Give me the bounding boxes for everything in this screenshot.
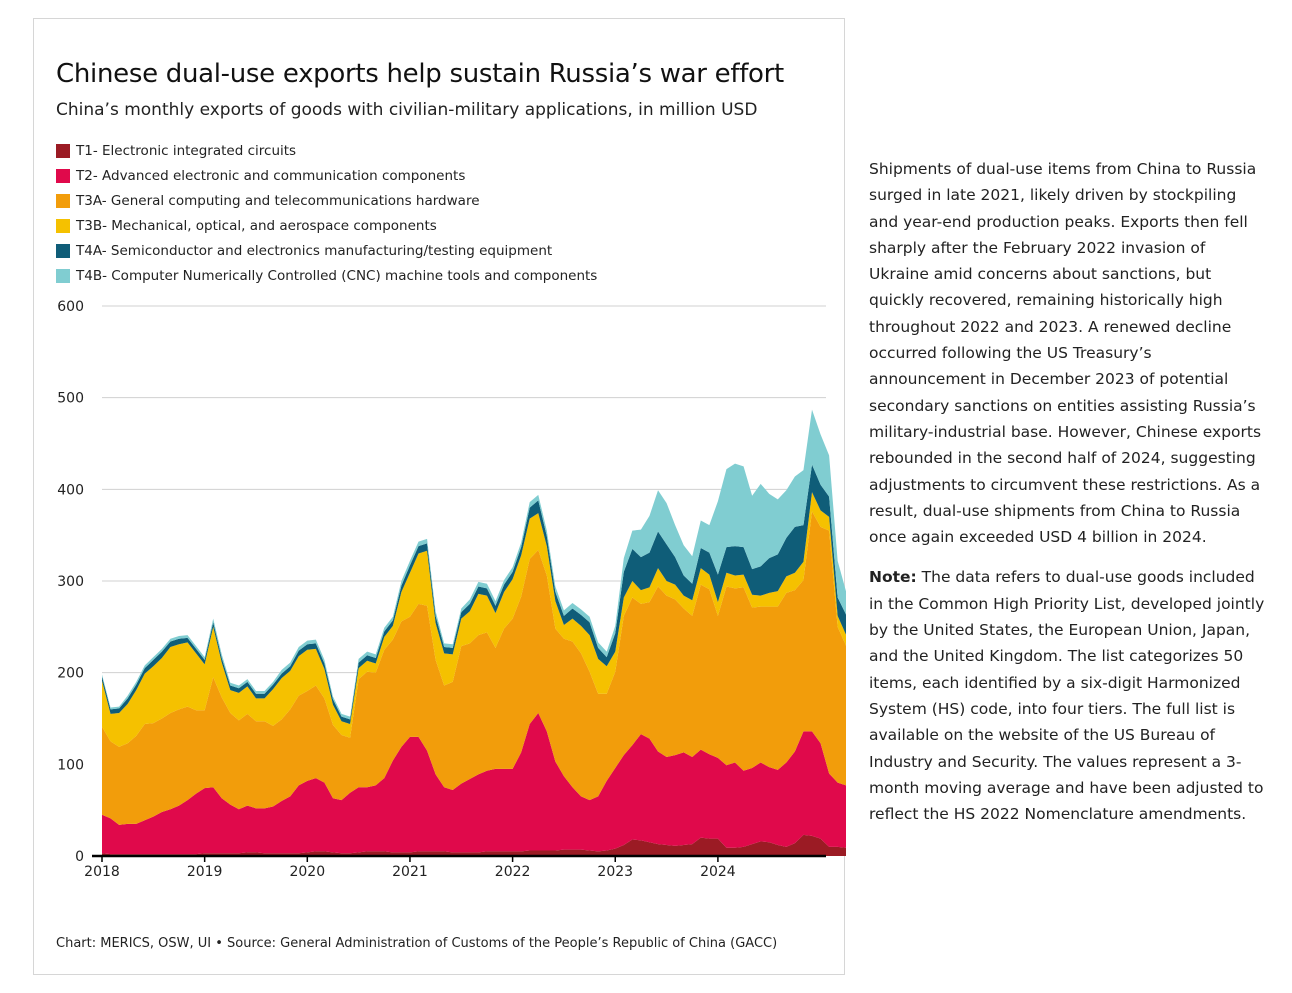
legend-item: T1- Electronic integrated circuits [56,138,597,163]
legend-swatch [56,268,70,283]
y-tick-label: 200 [57,666,84,682]
legend-label: T2- Advanced electronic and communicatio… [76,167,466,184]
legend-swatch [56,143,70,158]
x-tick-label: 2024 [700,864,736,880]
x-tick-label: 2018 [84,864,120,880]
series-area-1 [102,834,846,856]
chart-subtitle: China’s monthly exports of goods with ci… [56,100,758,120]
legend-item: T3A- General computing and telecommunica… [56,188,597,213]
legend-swatch [56,193,70,208]
x-tick-label: 2023 [597,864,633,880]
y-tick-label: 600 [57,299,84,315]
note-text: The data refers to dual-use goods includ… [869,568,1265,824]
chart-card: Chinese dual-use exports help sustain Ru… [33,18,846,975]
legend-item: T3B- Mechanical, optical, and aerospace … [56,213,597,238]
legend-swatch [56,168,70,183]
y-tick-label: 400 [57,482,84,498]
legend-swatch [56,243,70,258]
legend-label: T3B- Mechanical, optical, and aerospace … [76,217,437,234]
legend-label: T4B- Computer Numerically Controlled (CN… [76,267,598,284]
series-area-4 [102,492,846,747]
x-tick-label: 2020 [289,864,325,880]
legend-swatch [56,218,70,233]
legend-item: T4A- Semiconductor and electronics manuf… [56,238,597,263]
legend-label: T3A- General computing and telecommunica… [76,192,480,209]
note-label: Note: [869,568,917,587]
y-tick-label: 0 [75,849,84,865]
series-area-2 [102,713,846,855]
stacked-area-chart: 0 100 200 300 400 500 600 2018 2019 2020 2021 2022 2… [57,299,846,880]
side-note: Note: The data refers to dual-use goods … [869,564,1269,827]
x-tick-label: 2019 [187,864,223,880]
chart-legend: T1- Electronic integrated circuits T2- Ad… [56,138,597,288]
x-tick-label: 2022 [495,864,531,880]
chart-source: Chart: MERICS, OSW, UI • Source: General… [56,936,778,951]
side-paragraph: Shipments of dual-use items from China t… [869,160,1262,547]
series-area-3 [102,511,846,825]
x-tick-label: 2021 [392,864,428,880]
y-tick-label: 500 [57,391,84,407]
y-tick-label: 300 [57,574,84,590]
legend-label: T1- Electronic integrated circuits [76,142,297,159]
side-text: Shipments of dual-use items from China t… [869,156,1269,841]
legend-label: T4A- Semiconductor and electronics manuf… [76,242,553,259]
chart-title: Chinese dual-use exports help sustain Ru… [56,59,784,89]
legend-item: T4B- Computer Numerically Controlled (CN… [56,263,597,288]
legend-item: T2- Advanced electronic and communicatio… [56,163,597,188]
y-tick-label: 100 [57,757,84,773]
